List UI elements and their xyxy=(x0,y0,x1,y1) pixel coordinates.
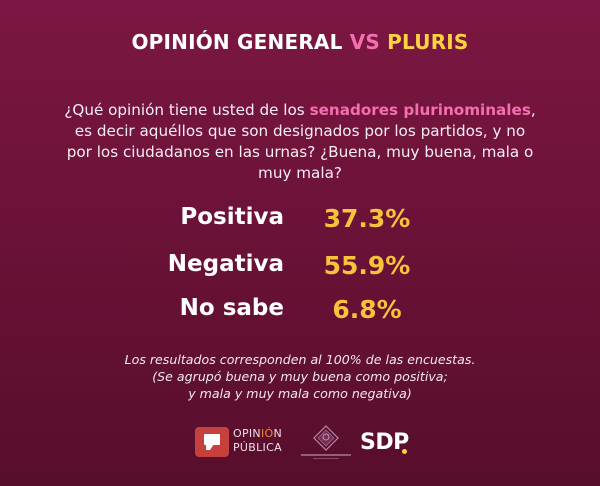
result-row-positiva: Positiva 37.3% xyxy=(0,204,600,244)
result-row-negativa: Negativa 55.9% xyxy=(0,251,600,291)
note-line-2: (Se agrupó buena y muy buena como positi… xyxy=(152,369,448,384)
result-label: Positiva xyxy=(180,204,284,230)
question-highlight: senadores plurinominales xyxy=(309,101,531,119)
sdp-logo: SDP xyxy=(360,430,409,455)
note-line-1: Los resultados corresponden al 100% de l… xyxy=(124,352,476,367)
result-label: No sabe xyxy=(179,295,284,321)
title-pluris: PLURIS xyxy=(380,30,469,54)
question-text-before: ¿Qué opinión tiene usted de los xyxy=(64,101,310,119)
result-label: Negativa xyxy=(167,251,284,277)
footer-logos: OPINIÓN PÚBLICA SDP xyxy=(0,425,600,465)
note-line-3: y mala y muy mala como negativa) xyxy=(188,386,412,401)
op-line2: PÚBLICA xyxy=(233,441,282,454)
result-row-no-sabe: No sabe 6.8% xyxy=(0,295,600,335)
result-value: 55.9% xyxy=(323,251,411,280)
opinion-publica-logo: OPINIÓN PÚBLICA xyxy=(233,427,282,455)
op-line1-b: IÓ xyxy=(260,427,274,440)
sdp-dot-icon xyxy=(402,449,407,454)
emblem-subcaption xyxy=(313,458,339,459)
op-line1-c: N xyxy=(273,427,283,440)
title-main: OPINIÓN GENERAL xyxy=(131,30,350,54)
op-line1-a: OPIN xyxy=(233,427,261,440)
title-vs: VS xyxy=(349,30,380,54)
diamond-emblem-icon xyxy=(313,425,339,451)
survey-question: ¿Qué opinión tiene usted de los senadore… xyxy=(60,100,540,184)
methodology-note: Los resultados corresponden al 100% de l… xyxy=(60,351,540,402)
result-value: 6.8% xyxy=(332,295,402,324)
question-text-after: , es decir aquéllos que son designados p… xyxy=(66,101,536,182)
page-title: OPINIÓN GENERAL VS PLURIS xyxy=(0,30,600,54)
speech-bubble-icon xyxy=(195,427,229,457)
result-value: 37.3% xyxy=(323,204,411,233)
emblem-caption xyxy=(301,454,351,456)
